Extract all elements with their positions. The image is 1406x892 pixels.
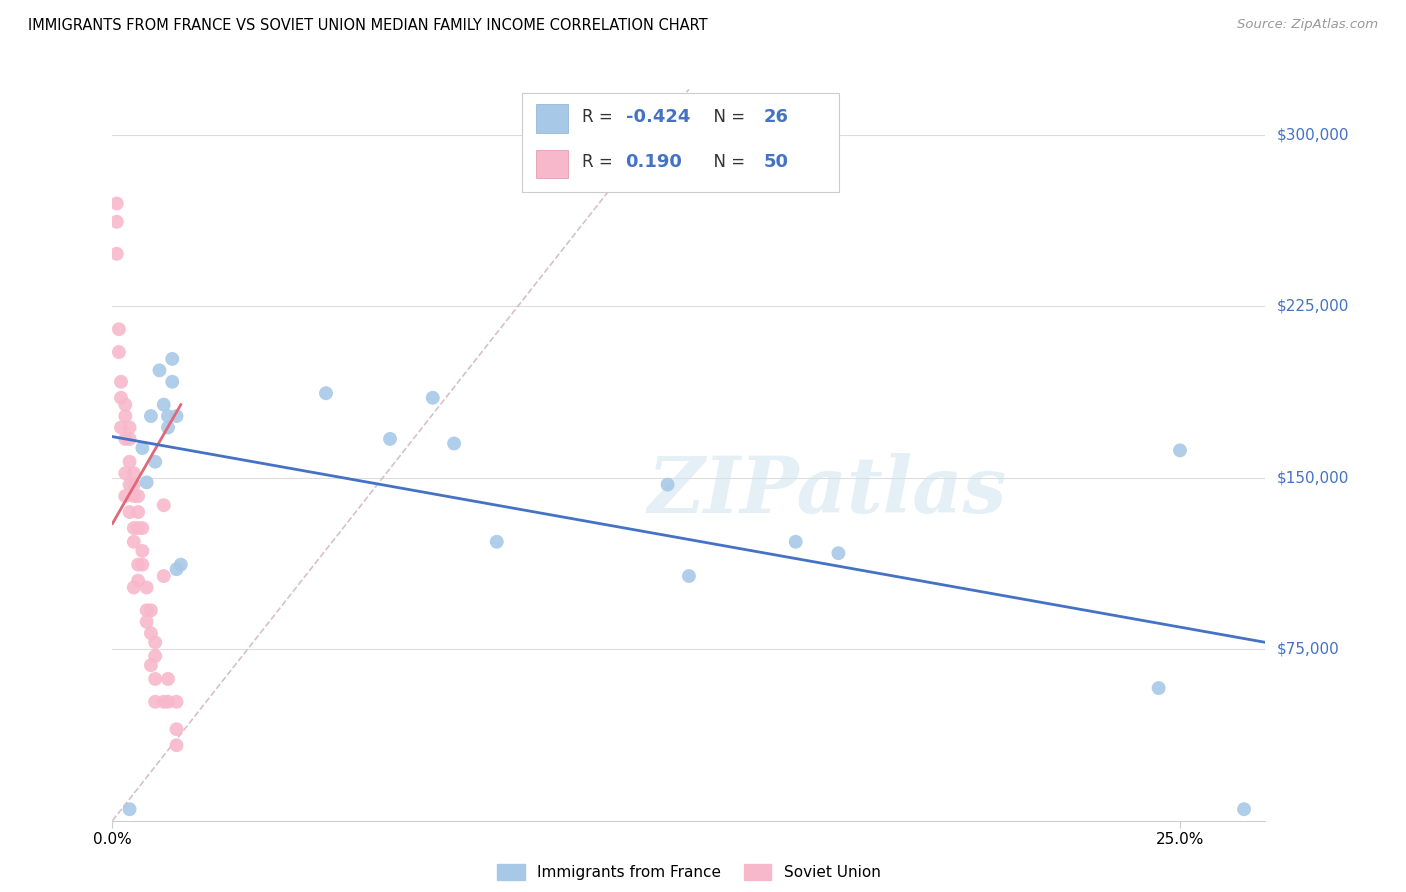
Point (166, 723, 188, 737)
Point (678, 569, 700, 583)
Point (114, 398, 136, 412)
Point (131, 521, 153, 535)
Text: R =: R = (582, 108, 617, 126)
Point (315, 386, 337, 401)
Point (156, 409, 179, 423)
Text: N =: N = (703, 153, 751, 171)
Point (122, 466, 145, 480)
Point (114, 432, 136, 446)
Point (122, 521, 145, 535)
Point (657, 477, 679, 491)
Point (827, 546, 849, 560)
Point (139, 626, 162, 640)
Point (118, 432, 141, 446)
Point (118, 505, 141, 519)
Text: 26: 26 (763, 108, 789, 126)
Point (143, 635, 166, 649)
Text: 0.190: 0.190 (626, 153, 682, 171)
Point (166, 409, 188, 423)
Point (1168, 443, 1191, 458)
Point (118, 420, 141, 434)
Text: ZIPatlas: ZIPatlas (648, 453, 1007, 530)
Point (110, 391, 132, 405)
Point (139, 658, 162, 673)
FancyBboxPatch shape (536, 104, 568, 133)
Point (122, 534, 145, 549)
Text: 50: 50 (763, 153, 789, 171)
Point (422, 391, 444, 405)
Text: $150,000: $150,000 (1277, 470, 1348, 485)
Point (143, 695, 166, 709)
Point (156, 672, 179, 686)
Point (122, 477, 145, 491)
Point (139, 603, 162, 617)
Point (152, 398, 174, 412)
Point (131, 544, 153, 558)
Point (118, 477, 141, 491)
Point (139, 409, 162, 423)
Point (127, 505, 149, 519)
Point (127, 489, 149, 503)
Point (114, 489, 136, 503)
Text: $300,000: $300,000 (1277, 128, 1348, 143)
Point (152, 498, 174, 512)
Text: N =: N = (703, 108, 751, 126)
Point (152, 695, 174, 709)
Point (378, 432, 401, 446)
Point (135, 603, 157, 617)
Point (170, 558, 193, 572)
Point (148, 363, 170, 377)
Point (143, 672, 166, 686)
Point (122, 581, 145, 595)
Point (143, 649, 166, 664)
Text: $225,000: $225,000 (1277, 299, 1348, 314)
Point (143, 455, 166, 469)
Point (110, 375, 132, 389)
Point (156, 695, 179, 709)
Text: $75,000: $75,000 (1277, 641, 1340, 657)
Point (118, 455, 141, 469)
Point (443, 436, 465, 450)
Point (114, 466, 136, 480)
Point (105, 215, 128, 229)
Legend: Immigrants from France, Soviet Union: Immigrants from France, Soviet Union (491, 858, 887, 886)
Point (105, 196, 128, 211)
Point (166, 562, 188, 576)
Point (131, 558, 153, 572)
Point (122, 489, 145, 503)
Point (162, 351, 184, 366)
Text: -0.424: -0.424 (626, 108, 690, 126)
Point (485, 534, 508, 549)
Point (785, 534, 807, 549)
Point (127, 574, 149, 588)
Point (114, 409, 136, 423)
FancyBboxPatch shape (536, 150, 568, 178)
Point (108, 322, 131, 336)
Point (127, 558, 149, 572)
Point (131, 441, 153, 455)
Point (156, 420, 179, 434)
Point (135, 615, 157, 629)
Point (166, 738, 188, 752)
Point (135, 475, 157, 490)
Text: Source: ZipAtlas.com: Source: ZipAtlas.com (1237, 18, 1378, 31)
Point (1233, 802, 1256, 816)
Text: IMMIGRANTS FROM FRANCE VS SOVIET UNION MEDIAN FAMILY INCOME CORRELATION CHART: IMMIGRANTS FROM FRANCE VS SOVIET UNION M… (28, 18, 707, 33)
Point (135, 581, 157, 595)
Point (110, 420, 132, 434)
Point (152, 569, 174, 583)
Point (162, 375, 184, 389)
Point (105, 246, 128, 260)
FancyBboxPatch shape (522, 93, 839, 192)
Point (118, 802, 141, 816)
Text: R =: R = (582, 153, 617, 171)
Point (108, 345, 131, 359)
Point (1147, 681, 1170, 695)
Point (127, 521, 149, 535)
Point (166, 695, 188, 709)
